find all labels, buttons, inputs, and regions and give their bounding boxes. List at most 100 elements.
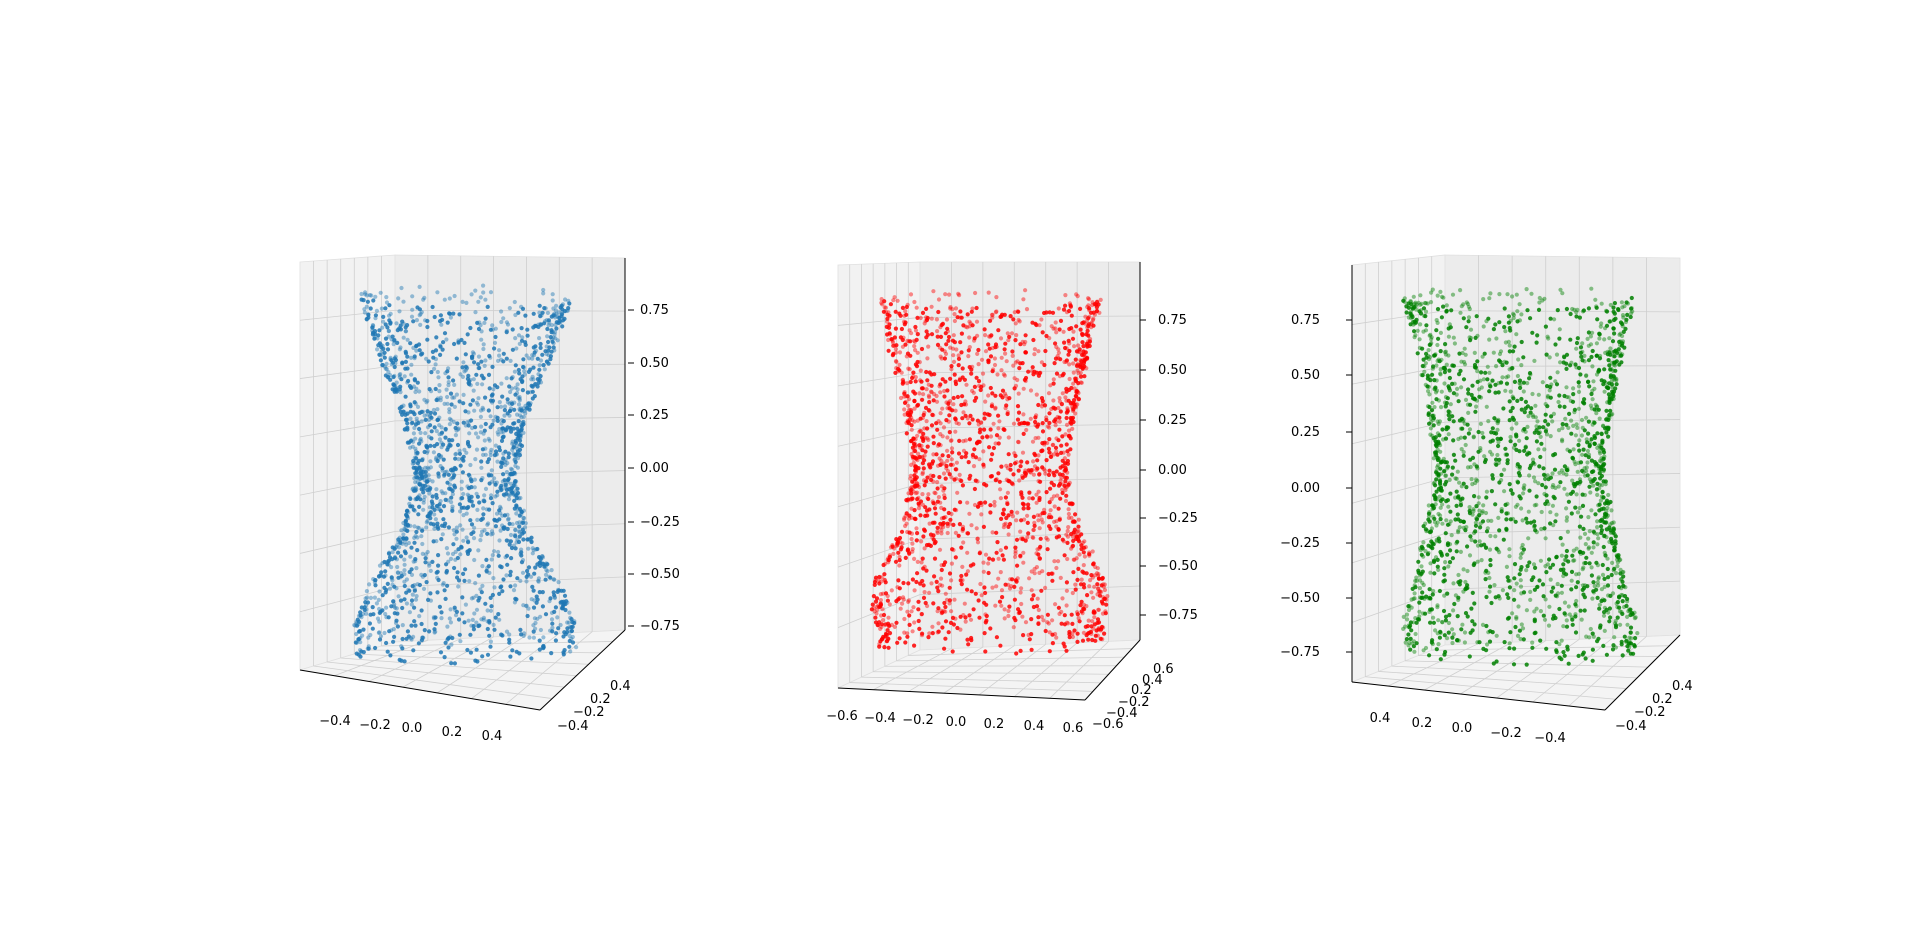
data-point: [1616, 307, 1621, 312]
data-point: [545, 562, 550, 567]
data-point: [1014, 518, 1019, 523]
data-point: [551, 345, 556, 350]
data-point: [1493, 502, 1498, 507]
data-point: [1092, 584, 1097, 589]
data-point: [1455, 469, 1460, 474]
data-point: [450, 492, 455, 497]
data-point: [513, 534, 518, 539]
data-point: [920, 455, 925, 460]
data-point: [897, 350, 903, 355]
data-point: [886, 558, 891, 563]
data-point: [546, 339, 551, 345]
data-point: [489, 604, 494, 609]
data-point: [552, 595, 557, 600]
data-point: [1057, 427, 1062, 432]
data-point: [413, 623, 418, 628]
data-point: [1463, 397, 1469, 402]
data-point: [377, 630, 382, 635]
data-point: [1524, 287, 1529, 292]
data-point: [529, 377, 534, 382]
data-point: [1048, 508, 1053, 513]
data-point: [519, 326, 524, 331]
data-point: [478, 430, 483, 435]
data-point: [471, 627, 476, 632]
data-point: [469, 418, 474, 423]
data-point: [1512, 597, 1517, 602]
data-point: [1436, 618, 1441, 623]
data-point: [408, 445, 413, 450]
data-point: [407, 569, 412, 575]
data-point: [978, 387, 983, 393]
data-point: [947, 292, 952, 297]
data-point: [898, 395, 904, 401]
data-point: [443, 491, 448, 496]
data-point: [1055, 354, 1060, 359]
data-point: [1013, 461, 1018, 466]
data-point: [1071, 570, 1076, 575]
data-point: [978, 581, 983, 587]
data-point: [1585, 440, 1590, 445]
data-point: [1514, 615, 1519, 620]
data-point: [483, 316, 488, 321]
data-point: [391, 382, 396, 387]
data-point: [1071, 329, 1076, 334]
data-point: [1546, 422, 1551, 427]
data-point: [468, 477, 473, 482]
data-point: [1043, 628, 1048, 634]
data-point: [409, 602, 414, 607]
data-point: [1531, 575, 1536, 580]
data-point: [979, 502, 984, 508]
data-point: [480, 476, 485, 481]
data-point: [1076, 566, 1081, 572]
data-point: [394, 321, 399, 326]
data-point: [479, 533, 484, 538]
data-point: [488, 496, 494, 501]
data-point: [919, 612, 924, 617]
data-point: [982, 327, 987, 332]
data-point: [966, 642, 971, 647]
data-point: [404, 542, 409, 547]
data-point: [1073, 512, 1078, 517]
data-point: [967, 345, 972, 350]
data-point: [469, 292, 474, 297]
data-point: [537, 363, 542, 368]
data-point: [924, 306, 929, 311]
data-point: [508, 532, 514, 538]
data-point: [1561, 650, 1566, 655]
data-point: [912, 476, 917, 481]
data-point: [1064, 588, 1069, 593]
data-point: [877, 641, 882, 647]
data-point: [479, 465, 484, 470]
data-point: [1070, 590, 1075, 596]
data-point: [437, 437, 442, 442]
data-point: [915, 332, 920, 337]
data-point: [567, 301, 572, 306]
data-point: [353, 640, 358, 645]
data-point: [1072, 527, 1077, 532]
data-point: [386, 329, 391, 334]
data-point: [1050, 618, 1055, 623]
data-point: [520, 378, 525, 384]
data-point: [959, 545, 964, 550]
data-point: [878, 592, 884, 597]
data-point: [1505, 292, 1510, 297]
data-point: [405, 366, 410, 371]
data-point: [521, 537, 526, 542]
data-point: [974, 526, 979, 531]
data-point: [919, 443, 924, 448]
data-point: [1037, 570, 1042, 576]
data-point: [880, 618, 886, 623]
subplot-1: −0.4 −0.2 0.0 0.2 0.4−0.4−0.20.20.40.750.500…: [299, 254, 680, 744]
data-point: [479, 373, 484, 378]
data-point: [505, 478, 510, 483]
data-point: [905, 634, 910, 639]
data-point: [1446, 504, 1451, 509]
data-point: [487, 619, 492, 624]
data-point: [517, 651, 522, 656]
data-point: [1036, 489, 1041, 494]
data-point: [927, 590, 932, 595]
data-point: [1447, 417, 1452, 422]
z-tick-label: 0.00: [640, 461, 669, 476]
data-point: [923, 513, 928, 519]
